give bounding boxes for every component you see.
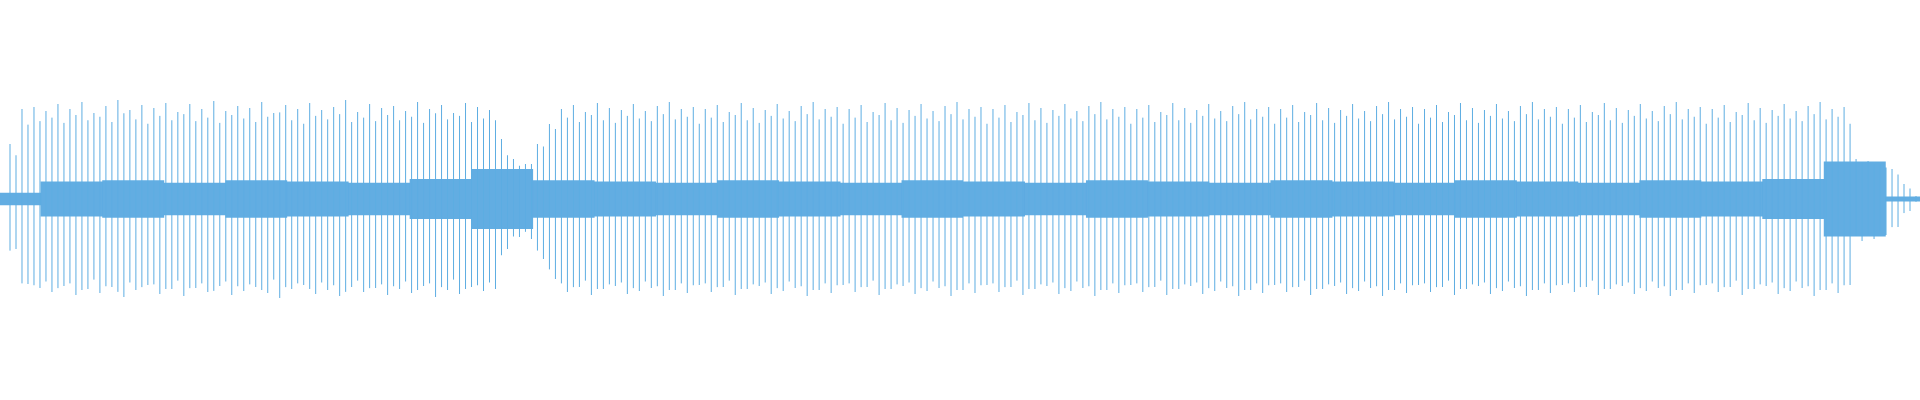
waveform-core	[0, 192, 42, 206]
waveform-core	[1762, 179, 1825, 219]
waveform-core	[1577, 182, 1640, 216]
waveform-core	[1885, 196, 1920, 202]
waveform-core	[1208, 182, 1271, 216]
waveform-core	[1454, 180, 1517, 218]
waveform-core	[471, 169, 534, 229]
waveform-core	[40, 181, 103, 217]
waveform-core	[901, 180, 964, 218]
waveform-core	[1700, 181, 1763, 217]
waveform-core	[840, 182, 903, 216]
waveform-core	[717, 180, 780, 218]
waveform-core	[1085, 180, 1148, 218]
waveform-core	[1823, 161, 1886, 237]
waveform-core	[163, 182, 226, 216]
waveform-core	[1516, 181, 1579, 217]
waveform-core	[963, 181, 1025, 217]
waveform-core	[1331, 181, 1394, 217]
waveform-core	[286, 181, 349, 217]
waveform-core	[655, 182, 718, 216]
waveform-core	[409, 179, 472, 219]
